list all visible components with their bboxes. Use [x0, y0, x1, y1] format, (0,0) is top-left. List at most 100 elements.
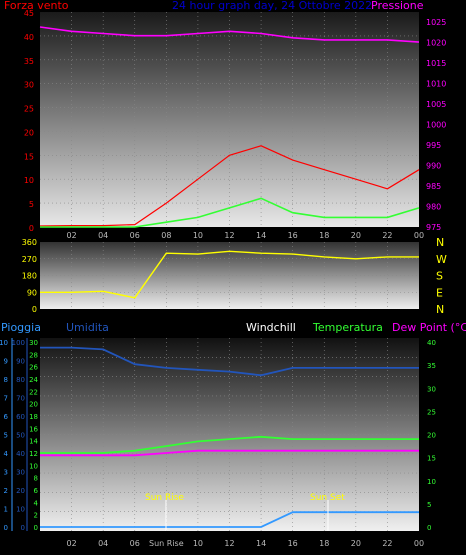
p3-hum-tick: 80 [16, 376, 25, 384]
p1-right-tick: 985 [426, 182, 441, 191]
p1-x-tick: 16 [288, 231, 298, 240]
p1-left-tick: 0 [29, 224, 34, 233]
p3-hum-tick: 10 [16, 506, 25, 514]
p1-x-tick: 10 [193, 231, 203, 240]
p3-temp-left-tick: 28 [29, 351, 38, 359]
p3-temp-right-tick: 40 [427, 339, 436, 347]
p3-x-tick: 16 [288, 539, 298, 548]
p3-x-tick: 02 [66, 539, 76, 548]
p1-left-tick: 15 [24, 152, 34, 161]
panel1-left-axis: 45 40 35 30 25 20 15 10 5 0 [24, 9, 34, 233]
series-dew-point [40, 449, 419, 457]
legend-dewpoint: Dew Point (°C) [392, 321, 466, 334]
p1-x-tick: 00 [414, 231, 424, 240]
panel2-left-axis: 360 270 180 90 0 [22, 238, 37, 314]
panel3-axes: 1098765432101009080706050403020100302826… [0, 338, 436, 532]
legend-windchill: Windchill [246, 321, 296, 334]
p2-dir-label: N [436, 236, 444, 249]
p3-hum-tick: 70 [16, 395, 25, 403]
p3-temp-left-tick: 8 [34, 475, 38, 483]
p1-left-tick: 5 [29, 200, 34, 209]
p1-left-tick: 45 [24, 9, 34, 18]
p3-temp-right-tick: 0 [427, 524, 431, 532]
p3-rain-tick: 3 [4, 469, 8, 477]
p1-left-tick: 25 [24, 105, 34, 114]
p3-temp-right-tick: 35 [427, 362, 436, 370]
p1-left-tick: 40 [24, 33, 34, 42]
p1-x-tick: 20 [351, 231, 361, 240]
p1-right-tick: 1010 [426, 80, 446, 89]
p1-x-tick: 02 [66, 231, 76, 240]
p3-rain-tick: 5 [4, 432, 8, 440]
p3-temp-left-tick: 6 [34, 487, 39, 495]
p2-left-tick: 0 [32, 305, 37, 314]
p1-right-tick: 975 [426, 223, 441, 232]
p3-rain-tick: 9 [4, 358, 8, 366]
legend-pioggia: Pioggia [1, 321, 41, 334]
p3-temp-right-tick: 10 [427, 478, 436, 486]
panel2-plot [40, 242, 419, 309]
panel1-title-left: Forza vento [4, 0, 69, 12]
p3-x-tick: 00 [414, 539, 424, 548]
panel1-title-right: Pressione [371, 0, 424, 12]
p3-temp-right-tick: 30 [427, 385, 436, 393]
p2-left-tick: 360 [22, 238, 37, 247]
p3-temp-left-tick: 26 [29, 364, 38, 372]
p1-x-tick: 14 [256, 231, 266, 240]
p2-left-tick: 180 [22, 272, 37, 281]
p3-rain-tick: 4 [4, 450, 9, 458]
panel3-legend: Pioggia Umidita Windchill Temperatura De… [1, 321, 466, 334]
p3-rain-tick: 8 [4, 376, 8, 384]
p1-right-tick: 990 [426, 162, 441, 171]
p2-dir-label: W [436, 253, 447, 266]
p3-temp-left-tick: 16 [29, 425, 38, 433]
p1-x-tick: 08 [161, 231, 171, 240]
series-raffica [40, 197, 420, 228]
p3-x-tick: 18 [319, 539, 329, 548]
p1-x-tick: 04 [98, 231, 108, 240]
p1-right-tick: 1025 [426, 18, 446, 27]
legend-umidita: Umidita [66, 321, 109, 334]
p3-hum-tick: 90 [16, 358, 25, 366]
series-direzione [40, 250, 419, 299]
p3-x-tick: 04 [98, 539, 108, 548]
grid [40, 12, 419, 531]
p3-temp-left-tick: 10 [29, 462, 38, 470]
p3-x-tick: 12 [224, 539, 234, 548]
sunset-label: Sun Set [310, 493, 345, 503]
p3-temp-right-tick: 25 [427, 408, 436, 416]
p3-hum-tick: 0 [21, 524, 25, 532]
series-forza-vento [39, 145, 420, 227]
series-layer [39, 26, 420, 528]
p1-left-tick: 35 [24, 57, 34, 66]
p2-dir-label: N [436, 303, 444, 316]
p3-rain-tick: 7 [4, 395, 8, 403]
p1-x-tick: 22 [382, 231, 392, 240]
panel3-x-axis: 02 04 06 Sun Rise 10 12 14 16 18 20 22 00 [66, 539, 424, 548]
p3-temp-left-tick: 30 [29, 339, 38, 347]
p2-dir-label: S [436, 270, 443, 283]
p1-right-tick: 1005 [426, 100, 446, 109]
p2-left-tick: 90 [27, 288, 37, 297]
p3-hum-tick: 50 [16, 432, 25, 440]
p3-temp-left-tick: 24 [29, 376, 38, 384]
p3-hum-tick: 60 [16, 413, 25, 421]
legend-temperatura: Temperatura [312, 321, 383, 334]
panel1-title-center: 24 hour graph day, 24 Ottobre 2022 [172, 0, 372, 12]
p1-right-tick: 1000 [426, 121, 446, 130]
p3-temp-right-tick: 15 [427, 455, 436, 463]
p2-dir-label: E [436, 286, 443, 299]
p3-hum-tick: 40 [16, 450, 25, 458]
p1-left-tick: 20 [24, 128, 34, 137]
p3-temp-left-tick: 22 [29, 388, 38, 396]
p3-temp-right-tick: 5 [427, 501, 431, 509]
p3-rain-tick: 0 [4, 524, 8, 532]
p3-hum-tick: 30 [16, 469, 25, 477]
p3-x-tick: Sun Rise [149, 539, 184, 548]
series-temperatura [40, 435, 419, 454]
p3-temp-left-tick: 2 [34, 512, 38, 520]
p3-temp-left-tick: 18 [29, 413, 38, 421]
p3-temp-left-tick: 4 [34, 499, 39, 507]
p1-left-tick: 10 [24, 176, 34, 185]
